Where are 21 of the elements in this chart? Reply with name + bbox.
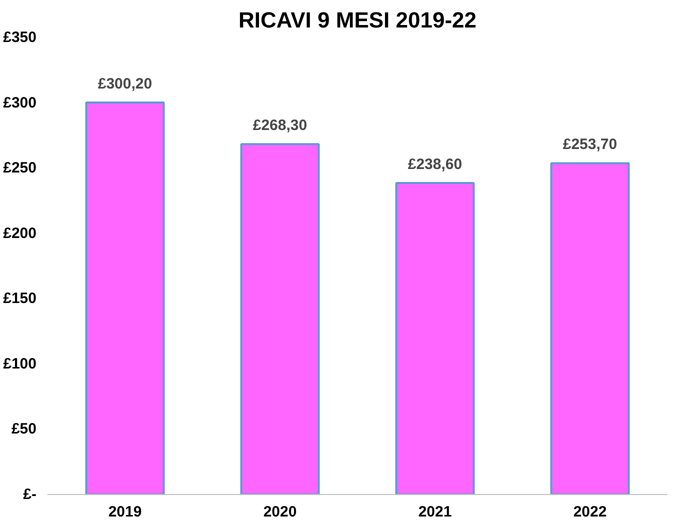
data-label: £268,30 [252,117,308,134]
x-tick-label: 2020 [263,504,297,520]
y-tick-label: £100 [3,355,37,372]
y-tick-label: £300 [3,94,37,112]
data-label: £238,60 [408,156,462,173]
chart-title: RICAVI 9 MESI 2019-22 [238,8,477,32]
data-label: £253,70 [562,136,618,154]
x-tick-label: 2022 [573,504,607,520]
bar [240,143,320,494]
y-tick-label: £50 [11,420,37,438]
y-tick-label: £150 [3,290,37,308]
x-tick-label: 2019 [108,504,142,520]
y-tick-label: £250 [3,160,37,177]
y-tick-label: £350 [3,29,37,46]
y-tick-label: £200 [3,224,37,242]
bar [395,182,475,494]
bar [550,162,630,494]
y-tick-label: £- [23,486,37,503]
x-tick-label: 2021 [418,504,452,520]
data-label: £300,20 [98,76,152,93]
bar [85,102,165,494]
